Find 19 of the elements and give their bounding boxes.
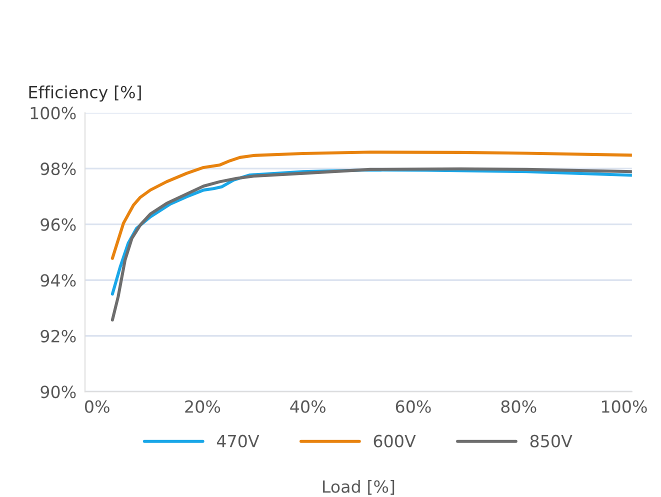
x-tick-label: 20% <box>185 400 220 413</box>
legend-label: 850V <box>530 434 572 448</box>
x-tick-label: 0% <box>85 400 110 413</box>
y-tick-label: 98% <box>40 162 76 176</box>
y-tick-label: 96% <box>40 218 76 231</box>
x-tick-label: 80% <box>501 400 536 413</box>
y-tick-label: 94% <box>40 274 76 287</box>
x-axis-title: Load [%] <box>323 480 394 495</box>
y-tick-label: 90% <box>40 386 76 398</box>
x-tick-label: 100% <box>602 400 647 413</box>
x-tick-label: 60% <box>396 400 431 413</box>
y-tick-label: 92% <box>40 330 76 342</box>
x-tick-label: 40% <box>290 400 326 413</box>
y-tick-label: 100% <box>30 106 76 120</box>
legend-label: 470V <box>216 434 260 448</box>
y-axis-title: Efficiency [%] <box>29 86 141 102</box>
line-series <box>110 167 632 322</box>
line-series <box>110 150 632 260</box>
legend-label: 600V <box>374 434 416 448</box>
